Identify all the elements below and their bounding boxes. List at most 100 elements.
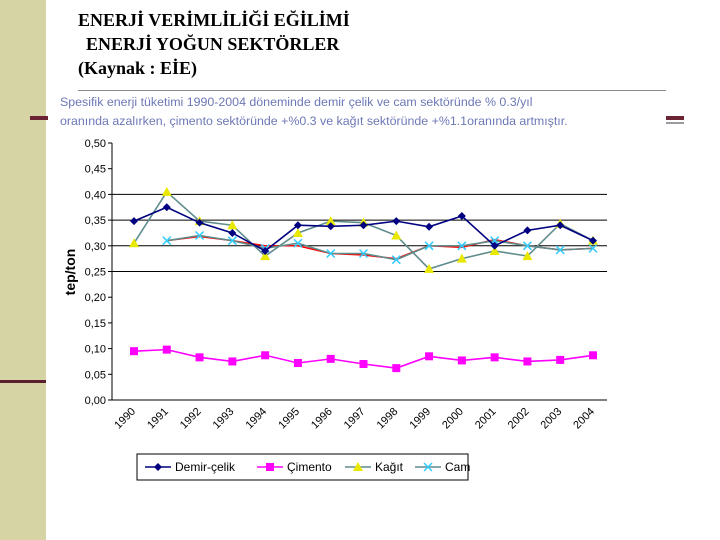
x-marker-stroke: [358, 248, 369, 259]
legend-marker-ka-t: [353, 462, 363, 471]
y-tick-label: 0,00: [85, 395, 106, 407]
data-point--imento: [130, 347, 138, 356]
legend-label-cam: Cam: [445, 460, 470, 474]
data-point-demir-elik: [261, 246, 270, 255]
data-point--imento: [228, 357, 237, 366]
x-marker-stroke: [326, 248, 336, 259]
data-point--imento: [425, 352, 434, 361]
data-point--imento: [490, 353, 499, 362]
left-accent-line: [30, 116, 56, 120]
y-tick-label: 0,20: [85, 292, 106, 304]
y-tick-label: 0,25: [85, 267, 106, 279]
title-line-3: (Kaynak : EİE): [78, 58, 198, 78]
legend-marker-cam: [423, 462, 433, 472]
x-tick-label: 2000: [440, 406, 466, 432]
x-tick-label: 1996: [309, 406, 335, 432]
x-marker-stroke: [195, 230, 205, 241]
data-point--imento: [392, 364, 401, 373]
x-tick-label: 2003: [539, 406, 565, 432]
data-point--imento: [359, 360, 368, 369]
x-tick-label: 1991: [145, 406, 171, 432]
data-point-cam: [588, 243, 598, 253]
data-point-cam: [227, 236, 237, 246]
chart-caption: Spesifik enerji tüketimi 1990-2004 dönem…: [60, 93, 660, 131]
x-marker-stroke: [424, 241, 434, 251]
data-point-ka-t: [129, 238, 139, 248]
data-point-ka-t: [227, 220, 238, 230]
x-tick-label: 1995: [276, 406, 302, 432]
title-line-1: ENERJİ VERİMLİLİĞİ EĞİLİMİ: [78, 10, 350, 30]
data-point--imento: [556, 355, 565, 364]
data-point-demir-elik: [326, 222, 335, 231]
y-tick-label: 0,35: [85, 215, 106, 227]
data-point--imento: [261, 351, 270, 360]
data-point--imento: [293, 358, 302, 367]
y-tick-label: 0,50: [85, 138, 106, 150]
chart-panel: [48, 88, 666, 490]
x-tick-label: 1998: [375, 406, 401, 432]
slide-title: ENERJİ VERİMLİLİĞİ EĞİLİMİ ENERJİ YOĞUN …: [78, 8, 350, 80]
y-axis-label: tep/ton: [62, 249, 78, 296]
data-point-cam: [522, 241, 532, 251]
y-tick-label: 0,15: [85, 318, 106, 330]
title-line-2: ENERJİ YOĞUN SEKTÖRLER: [86, 34, 340, 54]
y-tick-label: 0,45: [85, 164, 106, 176]
side-bar-accent: [0, 380, 46, 383]
data-point-ka-t: [292, 227, 303, 237]
data-point-ka-t: [325, 216, 336, 226]
left-side-bar: [0, 0, 46, 540]
x-tick-label: 2002: [506, 406, 532, 432]
data-point--imento: [326, 354, 335, 363]
data-point-demir-elik: [556, 221, 565, 230]
y-tick-label: 0,10: [85, 344, 106, 356]
data-point-demir-elik: [392, 217, 401, 226]
data-point-cam: [555, 245, 565, 255]
legend-box: [136, 453, 469, 481]
x-marker-stroke: [391, 255, 401, 265]
data-point-cam: [162, 236, 172, 246]
data-point-demir-elik: [293, 221, 302, 230]
legend-label-ka-t: Kağıt: [375, 460, 404, 474]
data-point-cam: [424, 241, 434, 251]
data-point-demir-elik: [523, 226, 532, 235]
data-point--imento: [162, 345, 171, 354]
x-marker-stroke: [555, 245, 565, 255]
data-point-demir-elik: [490, 241, 499, 250]
caption-line-1: Spesifik enerji tüketimi 1990-2004 dönem…: [60, 95, 533, 109]
x-tick-label: 1994: [243, 406, 269, 432]
data-point-ka-t: [391, 230, 402, 240]
x-marker-stroke: [588, 243, 598, 253]
right-accent-line: [666, 116, 684, 120]
right-accent-line-2: [666, 122, 684, 124]
x-marker-stroke: [293, 238, 303, 248]
data-point-cam: [195, 230, 205, 241]
data-point-cam: [293, 238, 303, 248]
x-tick-label: 1999: [407, 406, 433, 432]
data-point-demir-elik: [425, 222, 434, 231]
data-point-cam: [326, 248, 336, 259]
data-point-ka-t: [489, 245, 500, 255]
data-point-demir-elik: [130, 217, 138, 226]
x-tick-label: 1997: [342, 406, 368, 432]
data-point-demir-elik: [457, 211, 466, 220]
data-point-cam: [457, 241, 467, 251]
y-tick-label: 0,30: [85, 241, 106, 253]
x-tick-label: 2004: [571, 406, 597, 432]
legend-marker-demir-elik: [154, 463, 162, 471]
x-tick-label: 2001: [473, 406, 499, 432]
caption-line-2: oranında azalırken, çimento sektöründe +…: [60, 114, 568, 128]
data-point-ka-t: [161, 186, 172, 196]
x-marker-stroke: [457, 241, 467, 251]
series-line-cam: [166, 234, 594, 261]
data-point-demir-elik: [589, 236, 597, 245]
y-tick-label: 0,40: [85, 189, 106, 201]
data-point-demir-elik: [162, 203, 171, 212]
data-point-ka-t: [260, 251, 271, 261]
data-point-demir-elik: [359, 221, 368, 230]
legend-marker--imento: [266, 463, 274, 471]
x-tick-label: 1990: [112, 406, 138, 432]
title-rule: [78, 90, 666, 91]
legend-label--imento: Çimento: [287, 460, 332, 474]
y-tick-label: 0,05: [85, 369, 106, 381]
